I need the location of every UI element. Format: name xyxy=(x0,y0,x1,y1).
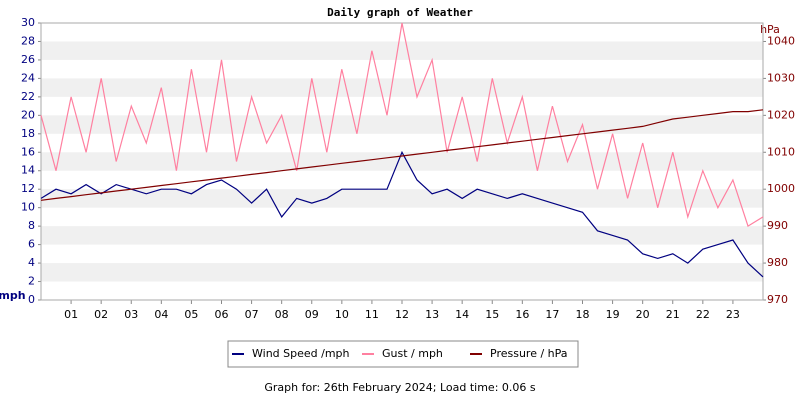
y-axis-label: mph xyxy=(0,289,26,302)
x-tick-label: 02 xyxy=(94,308,108,321)
grid-band xyxy=(41,226,763,245)
y-tick-label: 2 xyxy=(28,275,35,288)
y-tick-label: 24 xyxy=(21,71,35,84)
y2-tick-label: 1000 xyxy=(767,182,795,195)
y2-axis-label: hPa xyxy=(760,23,780,36)
legend-label: Gust / mph xyxy=(382,347,443,360)
x-tick-label: 15 xyxy=(485,308,499,321)
footer: Graph for: 26th February 2024; Load time… xyxy=(264,381,536,394)
y2-tick-label: 1040 xyxy=(767,34,795,47)
y-tick-label: 8 xyxy=(28,219,35,232)
x-tick-label: 23 xyxy=(726,308,740,321)
x-tick-label: 12 xyxy=(395,308,409,321)
x-tick-label: 21 xyxy=(666,308,680,321)
y-tick-label: 16 xyxy=(21,145,35,158)
x-tick-label: 22 xyxy=(696,308,710,321)
y-tick-label: 18 xyxy=(21,127,35,140)
y2-tick-label: 1010 xyxy=(767,145,795,158)
x-tick-label: 06 xyxy=(215,308,229,321)
grid-band xyxy=(41,189,763,208)
y2-tick-label: 1030 xyxy=(767,71,795,84)
y2-tick-label: 980 xyxy=(767,256,788,269)
grid-band xyxy=(41,115,763,134)
y-tick-label: 30 xyxy=(21,16,35,29)
x-tick-label: 08 xyxy=(275,308,289,321)
y-tick-label: 26 xyxy=(21,53,35,66)
x-tick-label: 14 xyxy=(455,308,469,321)
series-line xyxy=(40,150,764,278)
x-tick-label: 16 xyxy=(515,308,529,321)
x-tick-label: 04 xyxy=(154,308,168,321)
x-tick-label: 07 xyxy=(245,308,259,321)
x-tick-label: 17 xyxy=(545,308,559,321)
x-tick-label: 19 xyxy=(606,308,620,321)
x-tick-label: 01 xyxy=(64,308,78,321)
y-tick-label: 4 xyxy=(28,256,35,269)
series-line xyxy=(40,109,764,201)
y-tick-label: 6 xyxy=(28,238,35,251)
x-tick-label: 03 xyxy=(124,308,138,321)
y2-tick-label: 970 xyxy=(767,293,788,306)
y-tick-label: 28 xyxy=(21,34,35,47)
grid-band xyxy=(41,41,763,60)
x-tick-label: 05 xyxy=(184,308,198,321)
grid-band xyxy=(41,78,763,97)
legend-label: Pressure / hPa xyxy=(490,347,568,360)
legend-box xyxy=(227,340,579,368)
y-tick-label: 0 xyxy=(28,293,35,306)
x-tick-label: 11 xyxy=(365,308,379,321)
grid-band xyxy=(41,152,763,171)
chart-title: Daily graph of Weather xyxy=(327,6,473,19)
x-tick-label: 13 xyxy=(425,308,439,321)
x-tick-label: 09 xyxy=(305,308,319,321)
legend-label: Wind Speed /mph xyxy=(252,347,350,360)
y2-tick-label: 990 xyxy=(767,219,788,232)
x-tick-label: 20 xyxy=(636,308,650,321)
y-tick-label: 12 xyxy=(21,182,35,195)
y-tick-label: 22 xyxy=(21,90,35,103)
y2-tick-label: 1020 xyxy=(767,108,795,121)
x-tick-label: 18 xyxy=(576,308,590,321)
series-line xyxy=(40,22,764,228)
y-tick-label: 10 xyxy=(21,201,35,214)
x-tick-label: 10 xyxy=(335,308,349,321)
y-tick-label: 20 xyxy=(21,108,35,121)
grid-band xyxy=(41,263,763,282)
y-tick-label: 14 xyxy=(21,164,35,177)
